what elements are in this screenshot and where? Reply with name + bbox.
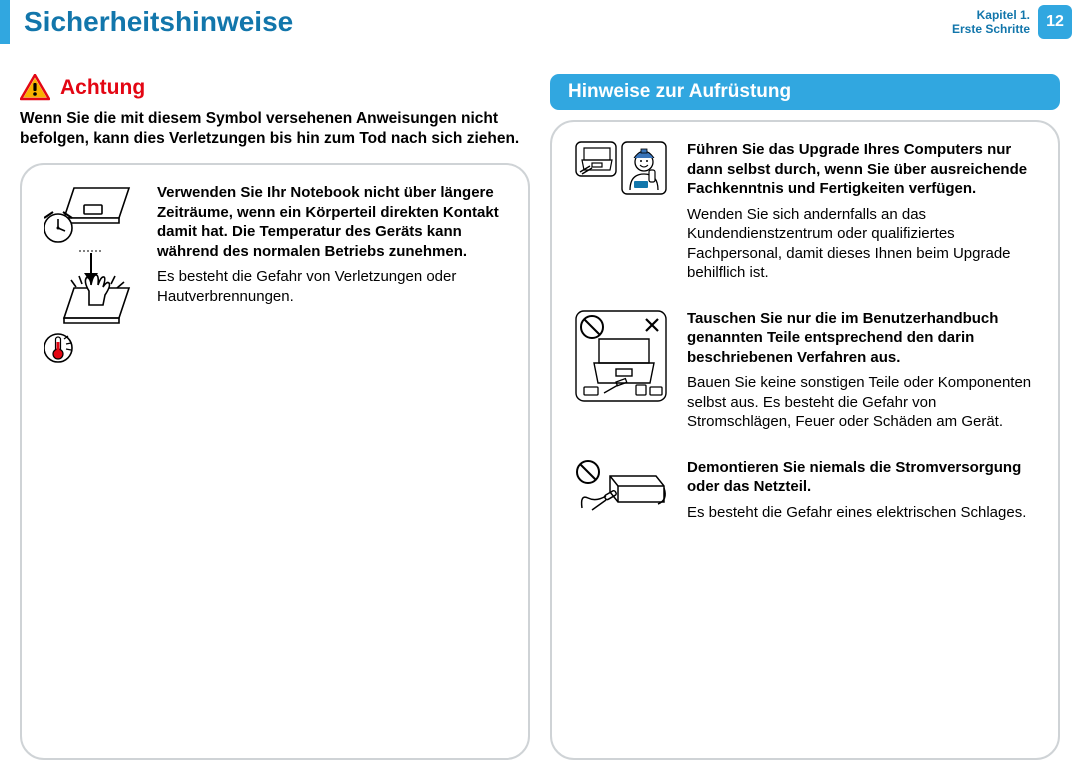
left-entry-1-text: Verwenden Sie Ihr Notebook nicht über lä… (157, 183, 506, 383)
right-column: Hinweise zur Aufrüstung (550, 74, 1060, 760)
header-bar: Sicherheitshinweise Kapitel 1. Erste Sch… (0, 0, 1080, 44)
right-entry-3-bold: Demontieren Sie niemals die Stromversorg… (687, 458, 1036, 497)
page-title: Sicherheitshinweise (24, 0, 293, 44)
content-area: Achtung Wenn Sie die mit diesem Symbol v… (0, 44, 1080, 780)
approved-parts-illustration (574, 309, 669, 432)
chapter-label: Kapitel 1. Erste Schritte (952, 8, 1030, 36)
warning-triangle-icon (20, 74, 50, 101)
upgrade-section-banner: Hinweise zur Aufrüstung (550, 74, 1060, 110)
right-entry-3-reg: Es besteht die Gefahr eines elektrischen… (687, 503, 1036, 523)
right-info-box: Führen Sie das Upgrade Ihres Computers n… (550, 120, 1060, 760)
warning-label: Achtung (60, 76, 145, 100)
right-entry-1-reg: Wenden Sie sich andernfalls an das Kunde… (687, 205, 1036, 283)
right-entry-2-text: Tauschen Sie nur die im Benutzerhandbuch… (687, 309, 1036, 432)
header-right: Kapitel 1. Erste Schritte 12 (952, 0, 1072, 44)
header-accent-stripe (0, 0, 10, 44)
right-entry-3: Demontieren Sie niemals die Stromversorg… (574, 458, 1036, 523)
left-entry-1-reg: Es besteht die Gefahr von Verletzungen o… (157, 267, 506, 306)
expert-upgrade-illustration (574, 140, 669, 283)
right-entry-2: Tauschen Sie nur die im Benutzerhandbuch… (574, 309, 1036, 432)
page-number-badge: 12 (1038, 5, 1072, 39)
chapter-line2: Erste Schritte (952, 22, 1030, 36)
left-info-box: Verwenden Sie Ihr Notebook nicht über lä… (20, 163, 530, 760)
right-entry-1-text: Führen Sie das Upgrade Ihres Computers n… (687, 140, 1036, 283)
left-entry-1: Verwenden Sie Ihr Notebook nicht über lä… (44, 183, 506, 383)
left-column: Achtung Wenn Sie die mit diesem Symbol v… (20, 74, 530, 760)
warning-header: Achtung (20, 74, 530, 101)
chapter-line1: Kapitel 1. (952, 8, 1030, 22)
left-entry-1-bold: Verwenden Sie Ihr Notebook nicht über lä… (157, 183, 506, 261)
right-entry-1-bold: Führen Sie das Upgrade Ihres Computers n… (687, 140, 1036, 199)
right-entry-1: Führen Sie das Upgrade Ihres Computers n… (574, 140, 1036, 283)
right-entry-2-reg: Bauen Sie keine sonstigen Teile oder Kom… (687, 373, 1036, 432)
right-entry-3-text: Demontieren Sie niemals die Stromversorg… (687, 458, 1036, 523)
right-entry-2-bold: Tauschen Sie nur die im Benutzerhandbuch… (687, 309, 1036, 368)
no-disassembly-psu-illustration (574, 458, 669, 523)
hot-laptop-illustration (44, 183, 139, 383)
warning-intro-text: Wenn Sie die mit diesem Symbol versehene… (20, 109, 530, 149)
